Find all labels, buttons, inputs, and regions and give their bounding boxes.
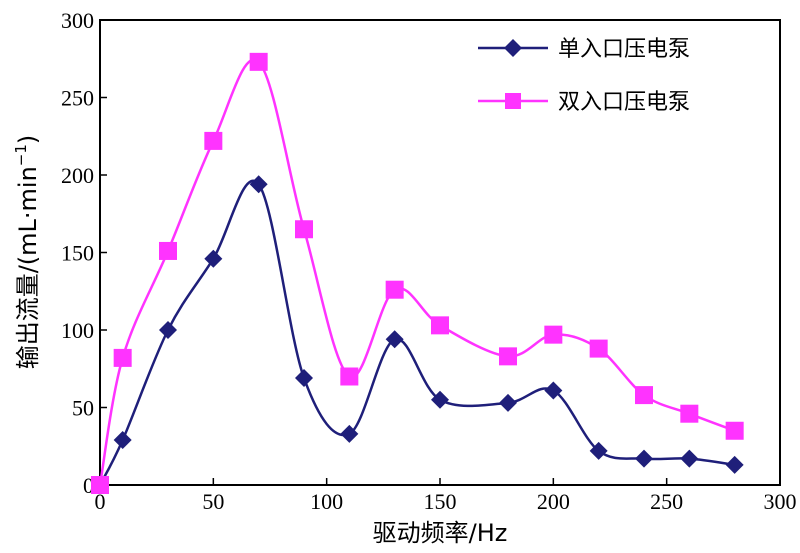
double-inlet-point: [431, 316, 449, 335]
double-inlet-point: [113, 348, 132, 367]
x-axis-title: 驱动频率/Hz: [373, 519, 508, 547]
x-tick-label: 50: [202, 489, 224, 514]
legend-marker-single-inlet: [504, 39, 522, 57]
single-inlet-point: [249, 175, 268, 194]
double-inlet-point: [680, 404, 699, 423]
x-tick-label: 150: [424, 489, 457, 514]
double-inlet-point: [544, 325, 563, 344]
x-tick-label: 200: [537, 489, 570, 514]
double-inlet-point: [204, 131, 223, 150]
series-line-single-inlet: [98, 179, 735, 486]
double-inlet-point: [340, 367, 359, 386]
double-inlet-point: [385, 280, 404, 299]
legend: 单入口压电泵 双入口压电泵: [468, 24, 768, 124]
y-tick-label: 0: [83, 473, 94, 498]
double-inlet-point: [499, 347, 517, 366]
data-markers: [91, 52, 744, 494]
single-inlet-point: [499, 393, 517, 412]
single-inlet-point: [680, 449, 699, 468]
single-inlet-point: [431, 390, 449, 409]
y-tick-label: 300: [61, 8, 94, 33]
x-tick-label: 250: [650, 489, 683, 514]
x-tick-label: 100: [310, 489, 343, 514]
y-tick-label: 250: [61, 86, 94, 111]
single-inlet-point: [159, 321, 177, 339]
double-inlet-point: [295, 220, 313, 239]
legend-label-double-inlet: 双入口压电泵: [558, 90, 690, 115]
double-inlet-point: [635, 386, 653, 405]
y-tick-label: 50: [72, 396, 94, 421]
y-tick-label: 200: [61, 163, 94, 188]
double-inlet-point: [249, 52, 268, 71]
y-axis-title-suffix: ): [14, 135, 42, 144]
y-axis-title-main: 输出流量/(mL·min: [14, 166, 42, 369]
double-inlet-point: [159, 241, 177, 260]
single-inlet-point: [725, 455, 744, 474]
legend-marker-double-inlet: [505, 93, 521, 109]
single-inlet-point: [635, 449, 653, 468]
single-inlet-point: [589, 441, 608, 460]
axis-ticks: 0 50 100 150 200 250 300 0 50 100 150 200 250 300: [61, 8, 797, 514]
legend-entry-single-inlet: 单入口压电泵: [478, 37, 690, 62]
single-inlet-point: [544, 381, 563, 400]
single-inlet-point: [204, 249, 223, 268]
legend-entry-double-inlet: 双入口压电泵: [478, 90, 690, 115]
single-inlet-point: [113, 431, 132, 450]
x-tick-label: 300: [764, 489, 797, 514]
x-tick-label: 0: [95, 489, 106, 514]
double-inlet-point: [589, 339, 608, 358]
y-tick-label: 100: [61, 318, 94, 343]
y-axis-title: 输出流量/(mL·min−1): [12, 135, 42, 370]
double-inlet-point: [725, 421, 744, 440]
single-inlet-point: [295, 369, 313, 388]
single-inlet-point: [340, 424, 359, 443]
legend-label-single-inlet: 单入口压电泵: [558, 37, 690, 62]
single-inlet-point: [385, 330, 404, 349]
y-axis-title-superscript: −1: [12, 144, 30, 166]
double-inlet-point: [91, 476, 109, 494]
y-tick-label: 150: [61, 241, 94, 266]
